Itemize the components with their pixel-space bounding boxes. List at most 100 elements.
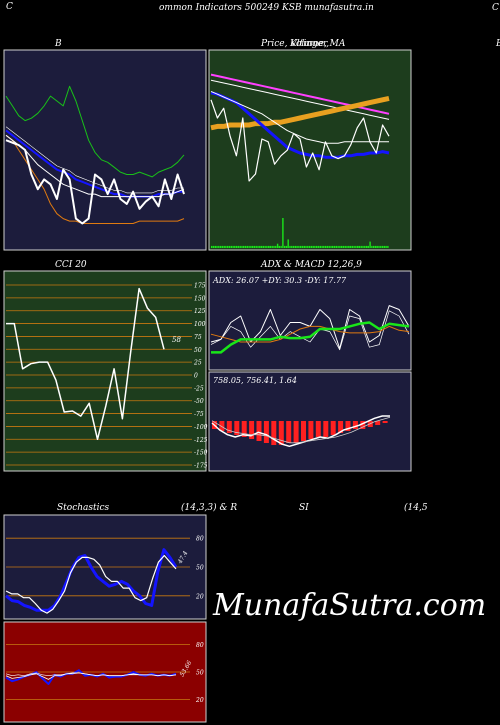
volume-bar xyxy=(291,245,293,248)
cci-tick-label: -100 xyxy=(194,424,208,431)
volume-bar xyxy=(333,245,336,248)
volume-bar xyxy=(346,245,348,248)
volume-bar xyxy=(344,245,346,248)
cci-tick-label: -125 xyxy=(194,437,208,444)
volume-bar xyxy=(239,245,241,248)
volume-bar xyxy=(300,245,302,248)
adx-macd-title: ADX & MACD 12,26,9 xyxy=(261,260,362,270)
volume-bar xyxy=(364,245,366,248)
cci-tick-label: 100 xyxy=(194,321,206,328)
volume-bar xyxy=(342,245,345,248)
macd-hist-bar xyxy=(301,421,306,441)
volume-bar xyxy=(223,245,225,248)
volume-bar xyxy=(369,241,371,248)
volume-bar xyxy=(323,245,325,248)
volume-bar xyxy=(310,245,313,248)
header-left-char: C xyxy=(6,2,13,12)
cci-tick-label: 150 xyxy=(194,295,206,302)
macd-hist-bar xyxy=(352,421,358,429)
bollinger-series-3 xyxy=(5,134,185,198)
volume-bar xyxy=(357,245,359,248)
volume-bar xyxy=(387,245,389,248)
volume-bar xyxy=(218,245,220,248)
price-title-overlap: Kltinger, xyxy=(290,39,330,49)
volume-bar xyxy=(214,245,216,248)
macd-hist-bar xyxy=(219,421,225,431)
bollinger-series-mid-outline xyxy=(5,126,184,194)
volume-bar xyxy=(349,245,352,248)
cci-tick-label: -50 xyxy=(194,398,204,405)
volume-bar xyxy=(257,245,259,248)
volume-bar xyxy=(228,245,231,248)
macd-hist-bar xyxy=(345,421,351,431)
rsi-tick-label: 50 xyxy=(196,670,204,677)
watermark: MunafaSutra.com xyxy=(213,588,487,623)
volume-bar xyxy=(232,245,234,248)
price-series-2 xyxy=(210,95,390,131)
volume-bar xyxy=(216,245,218,248)
macd-hist-bar xyxy=(256,421,262,441)
price-series-3 xyxy=(210,91,390,159)
volume-bar xyxy=(326,245,329,248)
volume-bar xyxy=(365,245,368,248)
cci-panel xyxy=(3,270,207,472)
volume-bar xyxy=(317,245,320,248)
volume-bar xyxy=(255,245,257,248)
volume-bar xyxy=(266,245,268,248)
volume-bar xyxy=(303,245,305,248)
macd-hist-bar xyxy=(330,421,336,435)
macd-hist-bar xyxy=(360,421,366,429)
volume-bar xyxy=(337,245,339,248)
volume-bar xyxy=(227,245,229,248)
volume-bar xyxy=(221,245,224,248)
volume-bar xyxy=(235,245,238,248)
volume-bar xyxy=(378,245,380,248)
volume-bar xyxy=(278,245,280,248)
volume-bar xyxy=(234,245,236,248)
macd-hist-bar xyxy=(234,421,240,435)
volume-bar xyxy=(294,245,297,248)
stoch-k-line xyxy=(5,554,177,614)
stoch-tick-label: 20 xyxy=(195,593,204,600)
price-series-1 xyxy=(210,79,390,120)
macd-hist-bar xyxy=(293,421,299,443)
bollinger-series-4 xyxy=(5,139,185,225)
volume-bar xyxy=(301,245,304,248)
volume-bar xyxy=(264,245,266,248)
volume-bar xyxy=(307,245,309,248)
volume-bar xyxy=(282,218,284,248)
volume-bar xyxy=(268,245,270,248)
volume-bar xyxy=(314,245,316,248)
cci-tick-label: 50 xyxy=(194,347,202,354)
volume-bar xyxy=(321,245,323,248)
cci-line xyxy=(6,287,165,441)
adx-series-2 xyxy=(210,325,410,343)
volume-bar xyxy=(296,245,298,248)
volume-bar xyxy=(244,245,247,248)
macd-hist-bar xyxy=(241,421,247,437)
volume-bar xyxy=(284,245,286,248)
volume-bar xyxy=(230,245,232,248)
volume-bar xyxy=(262,245,264,248)
macd-line xyxy=(211,415,390,448)
volume-bar xyxy=(219,245,222,248)
volume-bar xyxy=(319,245,321,248)
volume-bar xyxy=(358,245,361,248)
volume-bar xyxy=(339,245,341,248)
volume-bar xyxy=(289,245,291,248)
rsi-tick-label: 80 xyxy=(196,642,204,649)
adx-series-1 xyxy=(210,310,410,351)
volume-bar xyxy=(292,245,295,248)
cci-last-label: 58 xyxy=(172,336,181,344)
volume-bar xyxy=(353,245,355,248)
volume-bar xyxy=(381,245,384,248)
volume-bar xyxy=(355,245,357,248)
volume-bar xyxy=(328,245,330,248)
macd-hist-bar xyxy=(375,421,381,425)
volume-bar xyxy=(259,245,261,248)
macd-hist-bar xyxy=(382,421,388,423)
volume-bar xyxy=(335,245,337,248)
volume-bar xyxy=(276,243,279,248)
stoch-tick-label: 80 xyxy=(196,536,204,543)
